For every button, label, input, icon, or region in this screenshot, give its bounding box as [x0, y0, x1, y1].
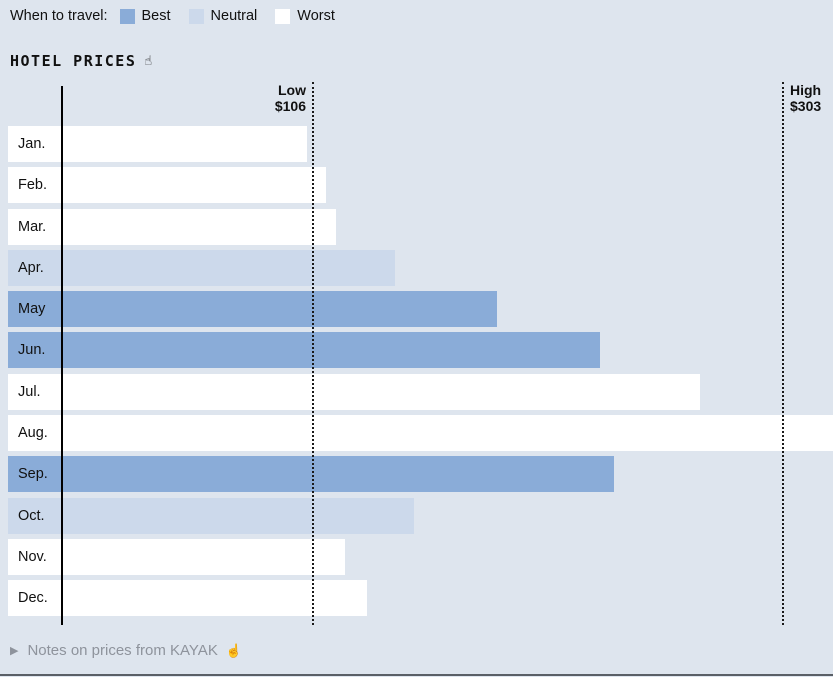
legend-item-label: Worst: [297, 8, 335, 24]
legend-item-label: Best: [141, 8, 171, 24]
price-bar-mar[interactable]: [62, 208, 336, 245]
low-price-dotted-line: [312, 82, 314, 625]
notes-label[interactable]: Notes on prices from KAYAK: [27, 642, 218, 659]
legend-item-best: Best: [119, 8, 171, 24]
low-label: Low: [278, 82, 306, 98]
legend-item-worst: Worst: [275, 8, 335, 24]
price-bar-jun[interactable]: [62, 332, 600, 369]
chart-row: Dec.: [8, 580, 833, 617]
price-bar-nov[interactable]: [62, 538, 345, 575]
month-label-sep: Sep.: [8, 456, 62, 493]
worst-swatch-icon: [275, 8, 291, 24]
legend-item-label: Neutral: [210, 8, 258, 24]
chart-row: Feb.: [8, 167, 833, 204]
chart-row: Jul.: [8, 373, 833, 410]
month-label-apr: Apr.: [8, 249, 62, 286]
low-value: $106: [274, 98, 306, 114]
price-bar-may[interactable]: [62, 291, 497, 328]
month-label-jan: Jan.: [8, 126, 62, 162]
high-value: $303: [790, 98, 822, 114]
neutral-swatch-icon: [188, 8, 204, 24]
price-bar-aug[interactable]: [62, 415, 833, 452]
month-label-mar: Mar.: [8, 208, 62, 245]
section-title-text: HOTEL PRICES: [10, 52, 137, 70]
price-bar-dec[interactable]: [62, 580, 367, 617]
month-label-feb: Feb.: [8, 167, 62, 204]
month-label-oct: Oct.: [8, 497, 62, 534]
section-title: HOTEL PRICES ☝: [10, 52, 152, 70]
high-reference-label: High $303: [790, 82, 833, 114]
month-label-dec: Dec.: [8, 580, 62, 617]
price-bar-sep[interactable]: [62, 456, 614, 493]
y-axis-line: [61, 86, 63, 625]
high-price-dotted-line: [782, 82, 784, 625]
best-swatch-icon: [119, 8, 135, 24]
chart-row: Sep.: [8, 456, 833, 493]
month-label-jun: Jun.: [8, 332, 62, 369]
chart-row: Apr.: [8, 249, 833, 286]
price-bar-apr[interactable]: [62, 249, 395, 286]
legend-title: When to travel:: [10, 8, 108, 24]
month-label-jul: Jul.: [8, 373, 62, 410]
month-label-aug: Aug.: [8, 415, 62, 452]
legend-item-neutral: Neutral: [188, 8, 258, 24]
high-label: High: [790, 82, 822, 98]
notes-expander[interactable]: ▶ Notes on prices from KAYAK ☝: [10, 642, 242, 659]
month-label-nov: Nov.: [8, 538, 62, 575]
pointer-hand-icon[interactable]: ☝: [225, 642, 243, 658]
chart-row: Aug.: [8, 415, 833, 452]
chart-row: Mar.: [8, 208, 833, 245]
price-bar-feb[interactable]: [62, 167, 326, 204]
bottom-divider: [0, 674, 833, 676]
chart-row: Jan.: [8, 126, 833, 162]
month-label-may: May: [8, 291, 62, 328]
price-bar-oct[interactable]: [62, 497, 414, 534]
chart-rows: Jan. Feb. Mar. Apr. May Jun. Jul. Aug. Sep. Oct. N…: [8, 126, 833, 617]
expander-arrow-icon[interactable]: ▶: [10, 645, 19, 657]
hotel-prices-chart: Low $106 High $303 Jan. Feb. Mar. Apr. May Ju…: [0, 82, 833, 625]
chart-row: Jun.: [8, 332, 833, 369]
legend: When to travel: Best Neutral Worst: [10, 8, 353, 24]
price-bar-jan[interactable]: [62, 126, 307, 162]
price-bar-jul[interactable]: [62, 373, 700, 410]
chart-row: May: [8, 291, 833, 328]
chart-row: Nov.: [8, 538, 833, 575]
chart-row: Oct.: [8, 497, 833, 534]
pointer-hand-icon[interactable]: ☝: [144, 53, 153, 69]
low-reference-label: Low $106: [230, 82, 306, 114]
